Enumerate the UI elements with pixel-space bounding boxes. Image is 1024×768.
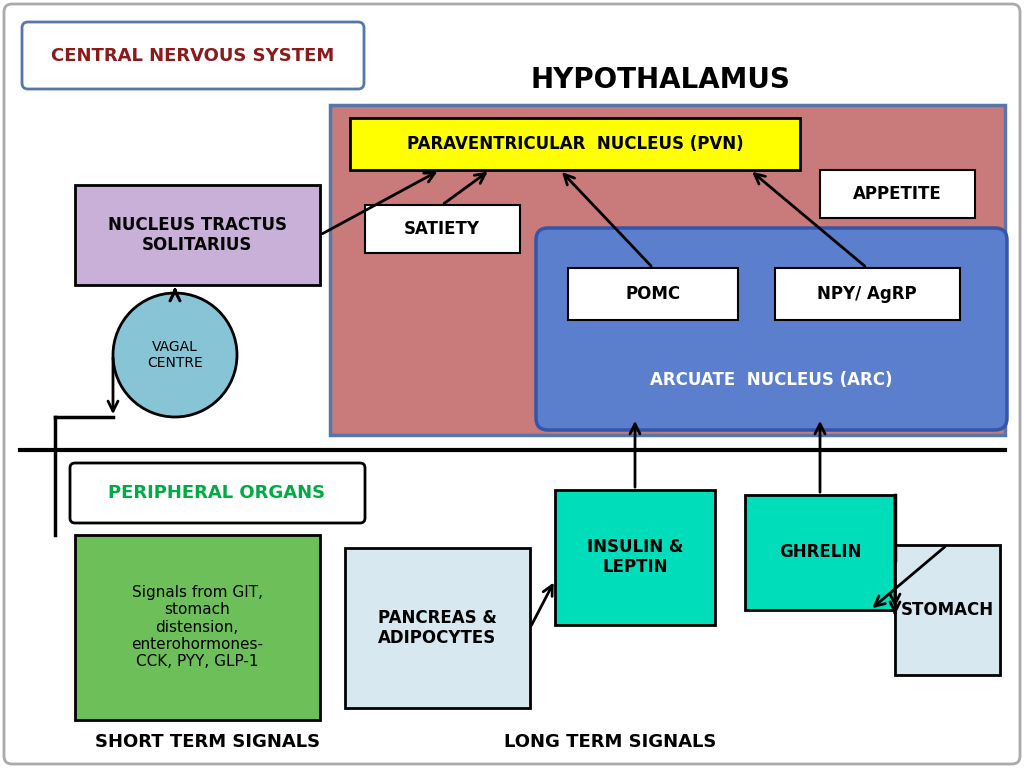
- FancyBboxPatch shape: [820, 170, 975, 218]
- Text: LONG TERM SIGNALS: LONG TERM SIGNALS: [504, 733, 716, 751]
- Text: PANCREAS &
ADIPOCYTES: PANCREAS & ADIPOCYTES: [378, 608, 497, 647]
- FancyBboxPatch shape: [330, 105, 1005, 435]
- Text: INSULIN &
LEPTIN: INSULIN & LEPTIN: [587, 538, 683, 577]
- Text: SHORT TERM SIGNALS: SHORT TERM SIGNALS: [95, 733, 321, 751]
- Text: NUCLEUS TRACTUS
SOLITARIUS: NUCLEUS TRACTUS SOLITARIUS: [108, 216, 287, 254]
- FancyBboxPatch shape: [536, 228, 1007, 430]
- Text: ARCUATE  NUCLEUS (ARC): ARCUATE NUCLEUS (ARC): [650, 371, 892, 389]
- FancyBboxPatch shape: [568, 268, 738, 320]
- FancyBboxPatch shape: [895, 545, 1000, 675]
- Text: APPETITE: APPETITE: [853, 185, 941, 203]
- Text: POMC: POMC: [626, 285, 681, 303]
- Text: SATIETY: SATIETY: [404, 220, 480, 238]
- Text: PERIPHERAL ORGANS: PERIPHERAL ORGANS: [109, 484, 326, 502]
- Text: CENTRAL NERVOUS SYSTEM: CENTRAL NERVOUS SYSTEM: [51, 47, 335, 65]
- Text: NPY/ AgRP: NPY/ AgRP: [817, 285, 916, 303]
- Text: STOMACH: STOMACH: [900, 601, 993, 619]
- FancyBboxPatch shape: [75, 535, 319, 720]
- Text: HYPOTHALAMUS: HYPOTHALAMUS: [530, 66, 790, 94]
- Text: GHRELIN: GHRELIN: [779, 543, 861, 561]
- FancyBboxPatch shape: [365, 205, 520, 253]
- FancyBboxPatch shape: [350, 118, 800, 170]
- FancyBboxPatch shape: [22, 22, 364, 89]
- Text: VAGAL
CENTRE: VAGAL CENTRE: [147, 340, 203, 370]
- FancyBboxPatch shape: [75, 185, 319, 285]
- FancyBboxPatch shape: [775, 268, 961, 320]
- Text: Signals from GIT,
stomach
distension,
enterohormones-
CCK, PYY, GLP-1: Signals from GIT, stomach distension, en…: [131, 584, 263, 669]
- Text: PARAVENTRICULAR  NUCLEUS (PVN): PARAVENTRICULAR NUCLEUS (PVN): [407, 135, 743, 153]
- FancyBboxPatch shape: [555, 490, 715, 625]
- FancyBboxPatch shape: [70, 463, 365, 523]
- Circle shape: [113, 293, 237, 417]
- FancyBboxPatch shape: [4, 4, 1020, 764]
- FancyBboxPatch shape: [745, 495, 895, 610]
- FancyBboxPatch shape: [345, 548, 530, 708]
